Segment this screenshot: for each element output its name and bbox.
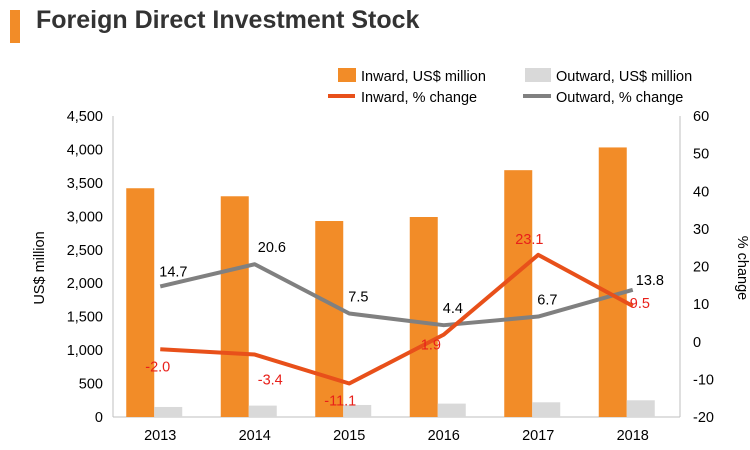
x-tick-label: 2014 xyxy=(239,428,271,444)
y2-tick-label: -20 xyxy=(693,410,714,426)
legend-label-outward-line: Outward, % change xyxy=(556,90,683,106)
y-tick-label: 2,000 xyxy=(67,276,103,292)
data-label-outward-pct: 4.4 xyxy=(443,301,463,317)
bar-inward xyxy=(220,196,249,417)
x-tick-label: 2018 xyxy=(617,428,649,444)
bar-outward xyxy=(626,400,655,417)
y-tick-label: 4,000 xyxy=(67,142,103,158)
y-tick-label: 0 xyxy=(95,410,103,426)
data-label-inward-pct: -2.0 xyxy=(145,359,170,375)
chart-title: Foreign Direct Investment Stock xyxy=(36,6,420,34)
bar-outward xyxy=(532,402,561,417)
y2-axis-title: % change xyxy=(734,236,750,301)
title-accent-bar xyxy=(10,10,20,43)
bar-inward xyxy=(598,147,627,417)
data-label-outward-pct: 13.8 xyxy=(636,273,664,289)
legend-label-inward-line: Inward, % change xyxy=(361,90,477,106)
data-label-outward-pct: 14.7 xyxy=(159,264,187,280)
y2-tick-label: 30 xyxy=(693,222,709,238)
data-label-inward-pct: -11.1 xyxy=(324,394,356,410)
legend-label-outward-bar: Outward, US$ million xyxy=(556,69,692,85)
y2-tick-label: 0 xyxy=(693,335,701,351)
data-label-inward-pct: 23.1 xyxy=(515,232,543,248)
y-tick-label: 3,000 xyxy=(67,209,103,225)
data-label-outward-pct: 20.6 xyxy=(258,240,286,256)
y2-tick-label: -10 xyxy=(693,372,714,388)
y2-tick-label: 50 xyxy=(693,147,709,163)
bar-inward xyxy=(315,221,344,417)
line-outward-pct xyxy=(159,262,634,328)
legend-swatch-inward-bar xyxy=(338,68,356,82)
y-tick-label: 3,500 xyxy=(67,176,103,192)
x-tick-label: 2013 xyxy=(144,428,176,444)
y-tick-label: 2,500 xyxy=(67,243,103,259)
y2-tick-label: 20 xyxy=(693,260,709,276)
bar-outward xyxy=(437,403,466,417)
y2-tick-label: 10 xyxy=(693,297,709,313)
legend-swatch-outward-bar xyxy=(525,68,551,82)
data-label-outward-pct: 6.7 xyxy=(537,293,557,309)
line-inward-pct xyxy=(160,252,634,386)
bar-outward xyxy=(154,406,183,417)
bar-outward xyxy=(248,405,277,417)
data-label-outward-pct: 7.5 xyxy=(348,290,368,306)
data-label-inward-pct: 9.5 xyxy=(630,296,650,312)
y-tick-label: 1,500 xyxy=(67,310,103,326)
y2-tick-label: 60 xyxy=(693,109,709,125)
bar-inward xyxy=(409,217,438,417)
legend: Inward, US$ million Outward, US$ million… xyxy=(328,68,692,106)
data-label-inward-pct: 1.9 xyxy=(421,338,441,354)
bar-outward xyxy=(343,404,372,417)
y-tick-label: 4,500 xyxy=(67,109,103,125)
legend-label-inward-bar: Inward, US$ million xyxy=(361,69,486,85)
bar-inward xyxy=(504,170,533,417)
y2-tick-label: 40 xyxy=(693,184,709,200)
y-tick-label: 1,000 xyxy=(67,343,103,359)
x-tick-label: 2015 xyxy=(333,428,365,444)
y-axis-title: US$ million xyxy=(32,231,48,304)
bar-inward xyxy=(126,188,155,417)
y-tick-label: 500 xyxy=(79,377,103,393)
x-tick-label: 2017 xyxy=(522,428,554,444)
x-tick-label: 2016 xyxy=(428,428,460,444)
data-label-inward-pct: -3.4 xyxy=(258,373,283,389)
